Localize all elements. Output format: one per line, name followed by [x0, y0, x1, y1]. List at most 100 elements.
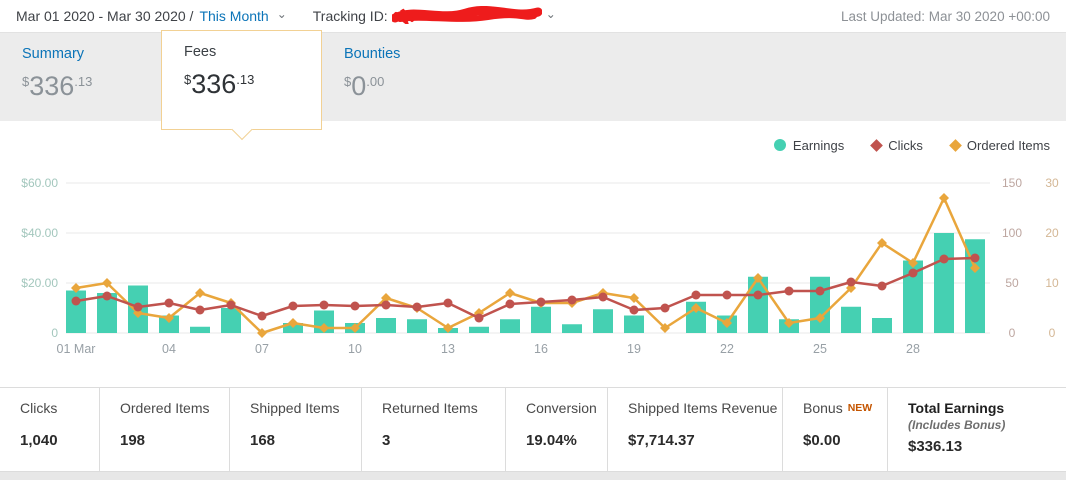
clicks-point[interactable]: [102, 291, 112, 301]
top-bar: Mar 01 2020 - Mar 30 2020 / This Month ⌄…: [0, 0, 1066, 32]
ordered-items-point[interactable]: [815, 313, 825, 323]
legend-label: Clicks: [888, 137, 923, 153]
legend-item-clicks[interactable]: Clicks: [870, 137, 923, 153]
chart-legend: Earnings Clicks Ordered Items: [0, 121, 1066, 155]
ordered-items-point[interactable]: [505, 288, 515, 298]
earnings-bar[interactable]: [376, 318, 396, 333]
legend-label: Ordered Items: [966, 137, 1050, 153]
clicks-point[interactable]: [722, 290, 732, 300]
clicks-point[interactable]: [598, 292, 608, 302]
clicks-point[interactable]: [133, 302, 143, 312]
x-axis-tick-label: 01 Mar: [57, 342, 96, 356]
legend-item-ordered-items[interactable]: Ordered Items: [949, 137, 1050, 153]
ordered-items-point[interactable]: [102, 278, 112, 288]
metric-value: 198: [120, 432, 146, 449]
clicks-point[interactable]: [970, 253, 980, 263]
legend-item-earnings[interactable]: Earnings: [773, 138, 844, 153]
clicks-point[interactable]: [660, 303, 670, 313]
summary-table: Clicks 1,040 Ordered Items 198 Shipped I…: [0, 387, 1066, 472]
ordered-items-point[interactable]: [195, 288, 205, 298]
ordered-items-point[interactable]: [381, 293, 391, 303]
tracking-id-label: Tracking ID:: [312, 8, 388, 24]
ordered-items-point[interactable]: [939, 193, 949, 203]
ordered-items-point[interactable]: [350, 323, 360, 333]
clicks-point[interactable]: [443, 298, 453, 308]
clicks-point[interactable]: [164, 298, 174, 308]
chevron-down-icon[interactable]: ⌄: [276, 7, 287, 21]
earnings-bar[interactable]: [500, 319, 520, 333]
metric-value: $336.13: [908, 438, 963, 455]
clicks-point[interactable]: [846, 277, 856, 287]
left-axis-tick-label: $40.00: [21, 226, 58, 240]
ordered-items-point[interactable]: [164, 313, 174, 323]
earnings-bar[interactable]: [934, 233, 954, 333]
x-axis-tick-label: 16: [534, 342, 548, 356]
ordered-items-point[interactable]: [288, 318, 298, 328]
tab-bounties[interactable]: Bounties $0.00: [322, 33, 483, 121]
ordered-items-point[interactable]: [722, 318, 732, 328]
metric-label: Ordered Items: [120, 400, 210, 416]
clicks-point[interactable]: [691, 290, 701, 300]
tab-summary[interactable]: Summary $336.13: [0, 33, 161, 121]
earnings-bar[interactable]: [593, 309, 613, 333]
tab-fees[interactable]: Fees $336.13: [161, 30, 322, 130]
ordered-items-point[interactable]: [443, 323, 453, 333]
metric-bonus: Bonus NEW $0.00: [783, 388, 888, 471]
earnings-bar[interactable]: [221, 308, 241, 333]
earnings-bar[interactable]: [562, 324, 582, 333]
clicks-point[interactable]: [71, 296, 81, 306]
earnings-bar[interactable]: [965, 239, 985, 333]
earnings-bar[interactable]: [748, 276, 768, 333]
clicks-point[interactable]: [815, 286, 825, 296]
earnings-bar[interactable]: [407, 319, 427, 333]
ordered-items-point[interactable]: [691, 303, 701, 313]
ordered-items-point[interactable]: [784, 318, 794, 328]
earnings-bar[interactable]: [841, 306, 861, 333]
clicks-point[interactable]: [877, 281, 887, 291]
ordered-items-point[interactable]: [970, 263, 980, 273]
clicks-point[interactable]: [381, 300, 391, 310]
metric-label: Shipped Items: [250, 400, 340, 416]
clicks-point[interactable]: [629, 305, 639, 315]
clicks-point[interactable]: [753, 290, 763, 300]
clicks-point[interactable]: [350, 301, 360, 311]
clicks-point[interactable]: [536, 297, 546, 307]
ordered-items-point[interactable]: [877, 238, 887, 248]
ordered-items-point[interactable]: [319, 323, 329, 333]
clicks-point[interactable]: [257, 311, 267, 321]
x-axis-tick-label: 28: [906, 342, 920, 356]
clicks-point[interactable]: [226, 300, 236, 310]
ordered-items-point[interactable]: [257, 328, 267, 338]
earnings-bar[interactable]: [624, 315, 644, 334]
ordered-items-point[interactable]: [908, 258, 918, 268]
earnings-bar[interactable]: [159, 315, 179, 334]
clicks-point[interactable]: [412, 302, 422, 312]
ordered-items-point[interactable]: [753, 273, 763, 283]
ordered-items-point[interactable]: [660, 323, 670, 333]
earnings-bar[interactable]: [531, 306, 551, 333]
clicks-marker-icon: [870, 138, 884, 152]
earnings-bar[interactable]: [903, 260, 923, 334]
clicks-point[interactable]: [567, 295, 577, 305]
clicks-point[interactable]: [908, 268, 918, 278]
earnings-bar[interactable]: [469, 326, 489, 333]
clicks-point[interactable]: [195, 305, 205, 315]
earnings-bar[interactable]: [190, 326, 210, 333]
earnings-bar[interactable]: [810, 276, 830, 333]
ordered-items-point[interactable]: [71, 283, 81, 293]
last-updated: Last Updated: Mar 30 2020 +00:00: [840, 8, 1050, 24]
metric-value: $7,714.37: [628, 432, 695, 449]
clicks-point[interactable]: [474, 313, 484, 323]
clicks-point[interactable]: [784, 286, 794, 296]
earnings-bar[interactable]: [872, 318, 892, 333]
clicks-point[interactable]: [505, 299, 515, 309]
clicks-point[interactable]: [939, 254, 949, 264]
clicks-point[interactable]: [288, 301, 298, 311]
clicks-point[interactable]: [319, 300, 329, 310]
earnings-bar[interactable]: [97, 293, 117, 333]
clicks-axis-tick-label: 150: [1002, 176, 1022, 190]
chevron-down-icon[interactable]: ⌄: [545, 7, 556, 21]
ordered-items-point[interactable]: [629, 293, 639, 303]
period-selector-link[interactable]: This Month: [199, 8, 269, 24]
